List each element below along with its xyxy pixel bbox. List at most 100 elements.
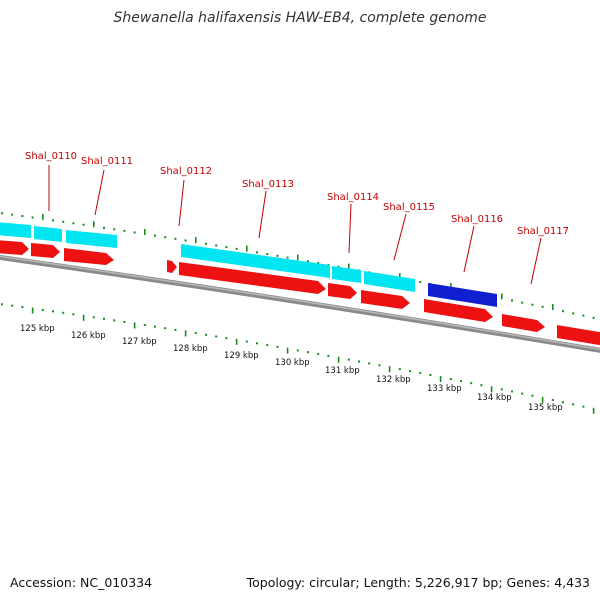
tick-major bbox=[93, 221, 95, 228]
tick-minor bbox=[470, 382, 473, 385]
tick-minor bbox=[21, 306, 24, 309]
tick-minor bbox=[174, 328, 177, 331]
tick-minor bbox=[317, 353, 320, 356]
gene-arrow[interactable] bbox=[557, 325, 600, 346]
tick-minor bbox=[174, 237, 177, 240]
gene-label-shal-0114[interactable]: Shal_0114 bbox=[327, 192, 379, 203]
tick-minor bbox=[225, 337, 228, 340]
gene-arrow[interactable] bbox=[361, 290, 410, 309]
tick-minor bbox=[113, 228, 116, 231]
tick-major bbox=[490, 386, 493, 393]
tick-minor bbox=[133, 231, 136, 234]
highlight-feature[interactable] bbox=[428, 283, 497, 307]
tick-major bbox=[450, 283, 452, 290]
genome-summary-text: Topology: circular; Length: 5,226,917 bp… bbox=[246, 575, 590, 590]
tick-minor bbox=[103, 226, 105, 229]
tick-minor bbox=[215, 335, 218, 338]
gene-label-shal-0111[interactable]: Shal_0111 bbox=[81, 156, 133, 167]
cds-feature[interactable] bbox=[34, 226, 62, 242]
tick-major bbox=[42, 213, 44, 220]
tick-minor bbox=[256, 251, 258, 254]
callout-line bbox=[393, 213, 407, 261]
cds-feature[interactable] bbox=[66, 230, 117, 248]
gene-callouts bbox=[48, 165, 542, 285]
tick-minor bbox=[307, 351, 309, 354]
gene-label-shal-0117[interactable]: Shal_0117 bbox=[517, 226, 569, 237]
gene-arrow[interactable] bbox=[31, 243, 60, 258]
tick-major bbox=[297, 254, 299, 261]
tick-minor bbox=[409, 370, 411, 373]
tick-minor bbox=[266, 344, 269, 347]
kbp-label-132: 132 kbp bbox=[376, 375, 411, 385]
tick-minor bbox=[72, 313, 75, 316]
gene-arrow[interactable] bbox=[0, 240, 29, 255]
tick-minor bbox=[511, 390, 513, 393]
tick-major bbox=[337, 356, 340, 363]
tick-minor bbox=[337, 265, 340, 268]
tick-minor bbox=[194, 332, 197, 335]
tick-minor bbox=[429, 374, 432, 377]
tick-major bbox=[541, 396, 544, 403]
tick-minor bbox=[521, 392, 524, 395]
tick-minor bbox=[72, 222, 75, 225]
tick-major bbox=[133, 322, 136, 329]
tick-minor bbox=[256, 342, 258, 345]
tick-minor bbox=[245, 340, 248, 343]
tick-minor bbox=[582, 405, 585, 408]
callout-line bbox=[463, 225, 475, 273]
kbp-label-134: 134 kbp bbox=[477, 393, 512, 403]
tick-minor bbox=[205, 242, 207, 245]
gene-arrow[interactable] bbox=[328, 283, 357, 299]
inner-tick-ring bbox=[1, 303, 595, 414]
tick-major bbox=[184, 330, 187, 337]
tick-minor bbox=[296, 349, 299, 352]
kbp-label-133: 133 kbp bbox=[427, 384, 462, 394]
tick-minor bbox=[419, 372, 422, 375]
tick-minor bbox=[52, 219, 54, 222]
tick-minor bbox=[235, 247, 238, 250]
tick-minor bbox=[11, 304, 14, 307]
tick-major bbox=[235, 338, 238, 345]
gene-label-shal-0116[interactable]: Shal_0116 bbox=[451, 214, 503, 225]
gene-arrow[interactable] bbox=[424, 299, 493, 322]
tick-minor bbox=[460, 380, 462, 383]
tick-minor bbox=[572, 403, 575, 406]
tick-minor bbox=[562, 310, 564, 313]
tick-minor bbox=[511, 299, 513, 302]
cds-feature[interactable] bbox=[364, 271, 415, 292]
tick-minor bbox=[205, 333, 207, 336]
tick-minor bbox=[11, 213, 14, 216]
tick-minor bbox=[184, 239, 187, 242]
gene-arrow[interactable] bbox=[167, 260, 177, 273]
tick-major bbox=[144, 229, 146, 236]
tick-minor bbox=[317, 262, 320, 265]
gene-label-shal-0110[interactable]: Shal_0110 bbox=[25, 151, 77, 162]
tick-minor bbox=[449, 378, 452, 381]
tick-minor bbox=[572, 312, 575, 315]
gene-label-shal-0115[interactable]: Shal_0115 bbox=[383, 202, 435, 213]
tick-minor bbox=[480, 384, 483, 387]
gene-arrow[interactable] bbox=[502, 314, 545, 332]
cds-feature[interactable] bbox=[0, 222, 31, 238]
gene-label-shal-0112[interactable]: Shal_0112 bbox=[160, 166, 212, 177]
tick-minor bbox=[164, 327, 167, 330]
gene-label-shal-0113[interactable]: Shal_0113 bbox=[242, 179, 294, 190]
gene-arrow[interactable] bbox=[179, 262, 326, 294]
map-title: Shewanella halifaxensis HAW-EB4, complet… bbox=[113, 10, 487, 26]
tick-major bbox=[195, 237, 197, 244]
cds-feature[interactable] bbox=[181, 244, 330, 278]
tick-minor bbox=[531, 394, 534, 397]
tick-minor bbox=[307, 260, 309, 263]
cds-feature[interactable] bbox=[332, 266, 361, 283]
tick-minor bbox=[551, 399, 554, 402]
tick-major bbox=[31, 307, 34, 314]
gene-labels: Shal_0110 Shal_0111 Shal_0112 Shal_0113 … bbox=[25, 151, 569, 237]
tick-major bbox=[246, 245, 248, 252]
gene-arrow[interactable] bbox=[64, 248, 114, 265]
tick-minor bbox=[82, 223, 85, 226]
tick-major bbox=[439, 376, 442, 383]
accession-text: Accession: NC_010334 bbox=[10, 575, 153, 590]
tick-minor bbox=[378, 364, 381, 367]
tick-minor bbox=[276, 345, 279, 348]
